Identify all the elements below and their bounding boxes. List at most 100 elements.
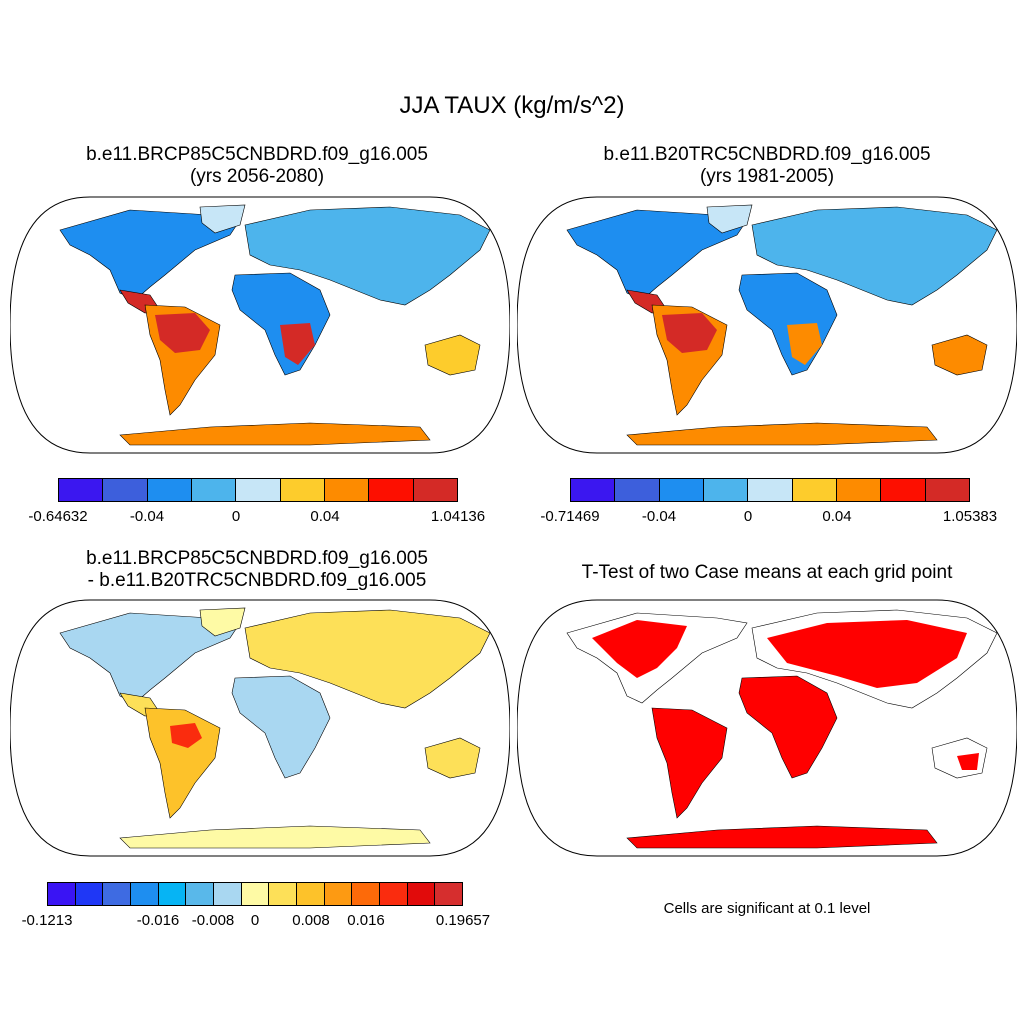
panel4-sig-eurasia [767,620,967,688]
panel2-greenland [706,204,753,234]
colorbar-swatch [324,883,353,905]
panel2-title-line2: (yrs 1981-2005) [699,166,835,187]
colorbar-swatch [59,479,104,501]
colorbar-2-tick: 0.04 [822,508,852,525]
colorbar-swatch [435,883,463,905]
colorbar-swatch [407,883,436,905]
colorbar-1-tick: -0.04 [129,508,165,525]
panel1-eurasia [244,206,491,306]
colorbar-3 [47,882,463,906]
colorbar-swatch [241,883,270,905]
colorbar-swatch [131,883,159,905]
panel3-map [10,599,510,857]
colorbar-2-tick: -0.04 [641,508,677,525]
panel3-australia [424,737,481,779]
colorbar-swatch [836,479,882,501]
panel3-south-america [144,707,221,819]
panel1-antarctica [119,422,431,446]
colorbar-3-ticks: -0.1213 -0.016 -0.008 0 0.008 0.016 0.19… [22,912,491,932]
colorbar-swatch [103,479,148,501]
panel2-antarctica [626,422,938,446]
panel3-greenland [199,607,246,637]
panel3-amazon [170,723,202,748]
panel4-title: T-Test of two Case means at each grid po… [581,562,953,583]
panel4-sig-north-america [592,620,687,678]
colorbar-swatch [147,479,192,501]
colorbar-swatch [158,883,187,905]
colorbar-2-tick: -0.71469 [540,508,600,525]
panel2-map [517,196,1017,454]
panel4-africa [738,675,838,779]
panel3-africa [231,675,331,779]
colorbar-2-ticks: -0.71469 -0.04 0 0.04 1.05383 [540,508,997,528]
colorbar-swatch [925,479,969,501]
colorbar-1-tick: 0.04 [310,508,340,525]
colorbar-swatch [615,479,660,501]
colorbar-3-tick: 0.008 [292,912,330,929]
panel2-title: b.e11.B20TRC5CNBDRD.f09_g16.005 (yrs 198… [532,144,1002,188]
colorbar-3-tick: -0.1213 [21,912,73,929]
colorbar-swatch [48,883,76,905]
colorbar-1-tick: 0 [231,508,241,525]
panel4-map [517,599,1017,857]
panel2-africa-south [787,323,822,365]
colorbar-swatch [186,883,215,905]
colorbar-3-tick: 0.016 [347,912,385,929]
colorbar-swatch [881,479,926,501]
colorbar-swatch [103,883,132,905]
colorbar-swatch [659,479,704,501]
colorbar-swatch [352,883,381,905]
panel2-land [566,204,998,446]
colorbar-swatch [413,479,457,501]
colorbar-3-tick: 0.19657 [435,912,491,929]
colorbar-swatch [214,883,242,905]
colorbar-swatch [280,479,325,501]
colorbar-swatch [75,883,104,905]
colorbar-3-tick: -0.016 [136,912,180,929]
panel1-map [10,196,510,454]
significance-note: Cells are significant at 0.1 level [663,900,871,917]
panel1-greenland [199,204,246,234]
panel4-south-america [651,707,728,819]
colorbar-swatch [571,479,616,501]
colorbar-2 [570,478,970,502]
colorbar-swatch [324,479,370,501]
panel1-land [59,204,491,446]
panel3-title: b.e11.BRCP85C5CNBDRD.f09_g16.005 - b.e11… [22,548,492,592]
panel4-antarctica [626,825,938,849]
colorbar-swatch [380,883,408,905]
colorbar-swatch [792,479,837,501]
colorbar-2-tick: 1.05383 [942,508,998,525]
colorbar-swatch [236,479,281,501]
colorbar-2-tick: 0 [743,508,753,525]
panel2-title-line1: b.e11.B20TRC5CNBDRD.f09_g16.005 [603,144,931,165]
panel2-australia [931,334,988,376]
panel3-land [59,607,491,849]
panel1-title: b.e11.BRCP85C5CNBDRD.f09_g16.005 (yrs 20… [22,144,492,188]
colorbar-1-tick: 1.04136 [430,508,486,525]
panel1-title-line2: (yrs 2056-2080) [189,166,325,187]
colorbar-1-ticks: -0.64632 -0.04 0 0.04 1.04136 [28,508,485,528]
panel1-amazon [155,313,210,353]
panel1-australia [424,334,481,376]
panel2-amazon [662,313,717,353]
panel1-africa-south [280,323,315,365]
colorbar-1-tick: -0.64632 [28,508,88,525]
panel1-title-line1: b.e11.BRCP85C5CNBDRD.f09_g16.005 [86,144,428,165]
panel2-eurasia [751,206,998,306]
colorbar-3-tick: -0.008 [191,912,235,929]
colorbar-swatch [297,883,325,905]
colorbar-1 [58,478,458,502]
panel3-title-line2: - b.e11.B20TRC5CNBDRD.f09_g16.005 [87,570,427,591]
panel3-eurasia [244,609,491,709]
panel3-antarctica [119,825,431,849]
panel4-sig-australia [957,753,979,770]
colorbar-swatch [269,883,298,905]
panel3-title-line1: b.e11.BRCP85C5CNBDRD.f09_g16.005 [86,548,428,569]
colorbar-swatch [369,479,414,501]
colorbar-swatch [191,479,237,501]
colorbar-swatch [748,479,793,501]
colorbar-3-tick: 0 [250,912,260,929]
main-title: JJA TAUX (kg/m/s^2) [399,92,625,119]
colorbar-swatch [703,479,749,501]
